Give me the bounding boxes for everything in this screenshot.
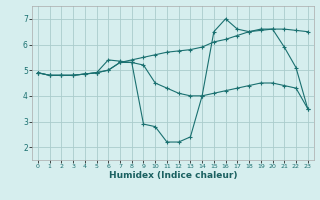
X-axis label: Humidex (Indice chaleur): Humidex (Indice chaleur) — [108, 171, 237, 180]
